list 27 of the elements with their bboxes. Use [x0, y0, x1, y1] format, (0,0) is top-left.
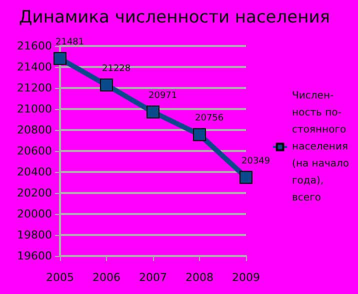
point — [240, 170, 252, 184]
x-tick-label: 2005 — [46, 271, 74, 284]
point — [193, 128, 206, 142]
y-tick-label: 21600 — [17, 40, 52, 52]
y-tick-label: 19800 — [17, 228, 52, 242]
y-tick-label: 21400 — [17, 60, 52, 74]
x-tick-label: 2009 — [232, 271, 260, 284]
point — [100, 78, 113, 92]
y-tick-label: 20200 — [17, 186, 52, 200]
y-tick-label: 20400 — [17, 166, 52, 178]
x-tick-label: 2006 — [92, 271, 120, 284]
x-tick-label: 2008 — [186, 271, 214, 284]
y-tick-label: 20800 — [17, 124, 52, 136]
y-tick-label: 21000 — [17, 102, 52, 116]
y-tick-label: 21200 — [17, 82, 52, 94]
data-label: 21481 — [56, 37, 84, 48]
x-tick-label: 2007 — [139, 271, 167, 284]
y-tick-label: 20000 — [17, 208, 52, 220]
legend-label: Числен- ность по- стоянного населения (на начало года), всего — [292, 90, 350, 204]
point — [54, 52, 66, 65]
y-tick-label: 19600 — [17, 250, 52, 262]
data-label: 20349 — [242, 156, 270, 166]
y-tick-label: 20600 — [17, 144, 52, 158]
data-label: 20971 — [148, 91, 178, 102]
chart-title: Динамика численности населения — [19, 8, 330, 28]
data-label: 20756 — [195, 114, 224, 124]
point — [146, 106, 160, 119]
